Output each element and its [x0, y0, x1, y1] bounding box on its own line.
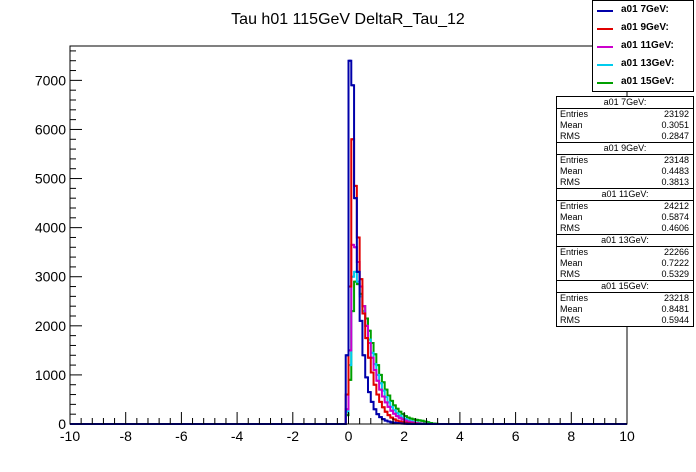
x-tick-label: 2 [400, 428, 408, 444]
legend-label-11gev: a01 11GeV: [621, 40, 674, 51]
y-tick-label: 6000 [35, 121, 66, 137]
stats-key: Entries [560, 247, 589, 257]
stats-row-mean: Mean 0.4483 [557, 166, 693, 177]
x-tick-label: 8 [567, 428, 575, 444]
stats-row-entries: Entries 22266 [557, 247, 693, 258]
stats-row-mean: Mean 0.7222 [557, 258, 693, 269]
stats-key: RMS [560, 131, 580, 141]
stats-row-entries: Entries 23192 [557, 109, 693, 120]
stats-row-rms: RMS 0.2847 [557, 131, 693, 142]
stats-row-rms: RMS 0.4606 [557, 223, 693, 234]
stats-title: a01 11GeV: [557, 189, 693, 201]
stats-box-15gev: a01 15GeV: Entries 23218 Mean 0.8481 RMS 0.… [556, 280, 694, 327]
y-tick-label: 1000 [35, 367, 66, 383]
legend-swatch-11gev [597, 46, 613, 48]
stats-key: Mean [560, 120, 583, 130]
stats-row-mean: Mean 0.3051 [557, 120, 693, 131]
x-tick-label: 10 [619, 428, 635, 444]
stats-title: a01 15GeV: [557, 281, 693, 293]
stats-value: 0.4606 [661, 223, 689, 233]
stats-key: RMS [560, 177, 580, 187]
legend-label-13gev: a01 13GeV: [621, 58, 675, 69]
stats-title: a01 9GeV: [557, 143, 693, 155]
stats-box-13gev: a01 13GeV: Entries 22266 Mean 0.7222 RMS 0.… [556, 234, 694, 281]
x-tick-label: -6 [175, 428, 188, 444]
legend-label-7gev: a01 7GeV: [621, 4, 669, 15]
stats-key: Entries [560, 155, 589, 165]
stats-value: 0.3813 [661, 177, 689, 187]
y-tick-label: 7000 [35, 72, 66, 88]
stats-value: 0.5874 [661, 212, 689, 222]
y-tick-label: 4000 [35, 220, 66, 236]
stats-row-entries: Entries 23218 [557, 293, 693, 304]
y-tick-label: 0 [58, 416, 66, 432]
stats-key: Mean [560, 304, 583, 314]
x-tick-label: -2 [287, 428, 300, 444]
x-tick-label: 0 [345, 428, 353, 444]
stats-title: a01 7GeV: [557, 97, 693, 109]
stats-row-rms: RMS 0.5329 [557, 269, 693, 280]
legend-swatch-15gev [597, 82, 613, 84]
legend-label-15gev: a01 15GeV: [621, 76, 675, 87]
stats-title: a01 13GeV: [557, 235, 693, 247]
stats-value: 0.3051 [661, 120, 689, 130]
x-tick-label: 6 [512, 428, 520, 444]
legend: a01 7GeV: a01 9GeV: a01 11GeV: a01 13GeV… [592, 0, 694, 92]
x-tick-label: -4 [231, 428, 244, 444]
y-tick-label: 5000 [35, 171, 66, 187]
stats-value: 23148 [663, 155, 689, 165]
stats-box-11gev: a01 11GeV: Entries 24212 Mean 0.5874 RMS 0.… [556, 188, 694, 235]
y-tick-label: 2000 [35, 318, 66, 334]
stats-value: 24212 [663, 201, 689, 211]
chart-title: Tau h01 115GeV DeltaR_Tau_12 [231, 11, 465, 28]
stats-value: 0.5944 [661, 315, 689, 325]
stats-key: Mean [560, 166, 583, 176]
stats-value: 0.4483 [661, 166, 689, 176]
legend-item-15gev: a01 15GeV: [593, 74, 693, 92]
legend-item-7gev: a01 7GeV: [593, 2, 693, 20]
legend-label-9gev: a01 9GeV: [621, 22, 669, 33]
stats-value: 0.7222 [661, 258, 689, 268]
x-tick-label: 4 [456, 428, 464, 444]
stats-key: Entries [560, 201, 589, 211]
stats-value: 22266 [663, 247, 689, 257]
legend-swatch-9gev [597, 28, 613, 30]
stats-key: RMS [560, 315, 580, 325]
stats-key: RMS [560, 223, 580, 233]
stats-row-mean: Mean 0.5874 [557, 212, 693, 223]
series-layer [70, 59, 627, 425]
legend-item-13gev: a01 13GeV: [593, 56, 693, 74]
stats-key: Mean [560, 212, 583, 222]
legend-item-9gev: a01 9GeV: [593, 20, 693, 38]
legend-swatch-13gev [597, 64, 613, 66]
x-tick-label: -10 [60, 428, 80, 444]
stats-value: 23218 [663, 293, 689, 303]
stats-row-entries: Entries 23148 [557, 155, 693, 166]
stats-key: Mean [560, 258, 583, 268]
stats-row-rms: RMS 0.5944 [557, 315, 693, 326]
legend-item-11gev: a01 11GeV: [593, 38, 693, 56]
stats-box-7gev: a01 7GeV: Entries 23192 Mean 0.3051 RMS 0.2… [556, 96, 694, 143]
stats-key: RMS [560, 269, 580, 279]
stats-value: 0.2847 [661, 131, 689, 141]
y-tick-label: 3000 [35, 269, 66, 285]
x-tick-label: -8 [119, 428, 132, 444]
stats-row-mean: Mean 0.8481 [557, 304, 693, 315]
stats-box-9gev: a01 9GeV: Entries 23148 Mean 0.4483 RMS 0.3… [556, 142, 694, 189]
stats-value: 0.5329 [661, 269, 689, 279]
stats-row-rms: RMS 0.3813 [557, 177, 693, 188]
stats-key: Entries [560, 293, 589, 303]
stats-value: 23192 [663, 109, 689, 119]
stats-row-entries: Entries 24212 [557, 201, 693, 212]
axes-layer: -10 -8 -6 -4 -2 0 2 4 6 8 10 0 1000 2000 3000 4000 5000 6… [35, 45, 635, 444]
stats-value: 0.8481 [661, 304, 689, 314]
stats-key: Entries [560, 109, 589, 119]
legend-swatch-7gev [597, 10, 613, 12]
